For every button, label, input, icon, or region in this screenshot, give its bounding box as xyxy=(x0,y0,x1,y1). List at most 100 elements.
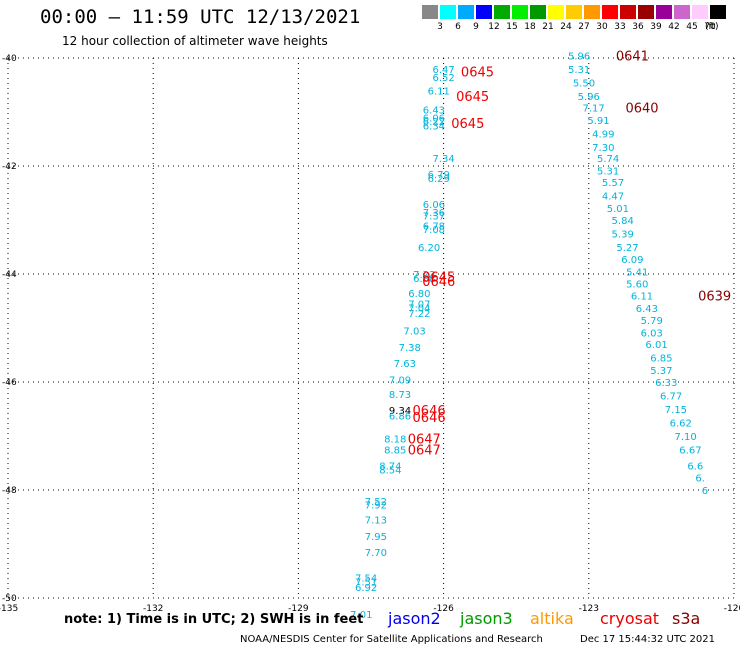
swh-value: 5.41 xyxy=(626,267,648,278)
scale-swatch xyxy=(602,5,618,19)
credit-text: NOAA/NESDIS Center for Satellite Applica… xyxy=(240,634,543,645)
swh-value: 6. xyxy=(695,474,705,485)
scale-swatch xyxy=(566,5,582,19)
time-label: 0645 xyxy=(451,117,484,132)
swh-value: 6.33 xyxy=(655,378,677,389)
satellite-s3a: s3a xyxy=(672,609,701,628)
swh-value: 7.38 xyxy=(399,343,421,354)
swh-value: 5.79 xyxy=(641,316,663,327)
timestamp-text: Dec 17 15:44:32 UTC 2021 xyxy=(580,634,715,645)
scale-swatch xyxy=(674,5,690,19)
swh-value: 7.04 xyxy=(408,303,430,314)
lon-tick-label: -129 xyxy=(288,604,309,614)
scale-label: 30 xyxy=(596,22,608,32)
swh-value: 7.01 xyxy=(350,610,372,621)
scale-swatch xyxy=(476,5,492,19)
scale-label: 3 xyxy=(437,22,443,32)
lat-tick-label: -44 xyxy=(2,270,17,280)
lat-tick-label: -42 xyxy=(2,162,17,172)
swh-value: 6.92 xyxy=(355,583,377,594)
lon-tick-label: -123 xyxy=(579,604,599,614)
scale-swatch xyxy=(530,5,546,19)
satellite-altika: altika xyxy=(530,609,574,628)
swh-value: 6.62 xyxy=(670,419,692,430)
scale-swatch xyxy=(656,5,672,19)
swh-value: 7.03 xyxy=(403,327,425,338)
lon-tick-label: -120 xyxy=(724,604,740,614)
swh-value: 5.37 xyxy=(650,366,672,377)
scale-label: 36 xyxy=(632,22,644,32)
scale-swatch xyxy=(638,5,654,19)
swh-value: 7.51 xyxy=(355,577,377,588)
scale-label: 21 xyxy=(542,22,554,32)
swh-value: 6.77 xyxy=(660,392,682,403)
swh-value: 5.96 xyxy=(578,92,600,103)
swh-value: 6.67 xyxy=(679,446,701,457)
scale-swatch xyxy=(458,5,474,19)
swh-value: 7.70 xyxy=(365,548,387,559)
scale-swatch xyxy=(512,5,528,19)
lat-tick-label: -40 xyxy=(2,54,17,64)
swh-value: 7.30 xyxy=(592,143,614,154)
swh-value: 6.01 xyxy=(645,340,667,351)
scale-swatch xyxy=(422,5,438,19)
lat-tick-label: -46 xyxy=(2,378,17,388)
swh-value: 7.37 xyxy=(423,212,445,223)
swh-value: 7.36 xyxy=(423,208,445,219)
page-title: 00:00 – 11:59 UTC 12/13/2021 xyxy=(40,6,361,28)
scale-label: 15 xyxy=(506,22,518,32)
swh-value: 6.80 xyxy=(408,289,430,300)
swh-value: 7.95 xyxy=(365,532,387,543)
swh-value: 6.43 xyxy=(423,105,445,116)
swh-value: 5.39 xyxy=(612,230,634,241)
lat-tick-label: -48 xyxy=(2,486,17,496)
swh-value: 5.57 xyxy=(602,178,624,189)
time-label: 0647 xyxy=(408,433,441,448)
swh-value: 7.10 xyxy=(674,432,696,443)
scale-unit: (ft) xyxy=(705,22,719,32)
lon-tick-label: -132 xyxy=(143,604,163,614)
swh-value: 7.92 xyxy=(365,501,387,512)
swh-value: 7.08 xyxy=(423,225,445,236)
swh-value: 5.27 xyxy=(616,243,638,254)
scale-label: 45 xyxy=(686,22,698,32)
swh-value: 4.99 xyxy=(592,130,614,141)
swh-value: 5.96 xyxy=(568,51,590,62)
swh-value: 6.20 xyxy=(418,243,440,254)
swh-value: 4.47 xyxy=(602,192,624,203)
swh-value: 6.09 xyxy=(621,255,643,266)
swh-value: 5.74 xyxy=(597,154,619,165)
swh-value: 7.34 xyxy=(432,154,454,165)
scale-label: 42 xyxy=(668,22,680,32)
lon-tick-label: -135 xyxy=(0,604,18,614)
swh-value: 6.06 xyxy=(423,113,445,124)
time-label: 0646 xyxy=(422,275,455,290)
swh-value: 5.84 xyxy=(612,216,634,227)
scale-label: 6 xyxy=(455,22,461,32)
scale-label: 12 xyxy=(488,22,500,32)
time-label: 0645 xyxy=(456,90,489,105)
swh-value: 8.85 xyxy=(384,446,406,457)
swh-value: 7.63 xyxy=(394,359,416,370)
time-label: 0639 xyxy=(698,290,731,305)
swh-value: 7.07 xyxy=(408,300,430,311)
scale-swatch xyxy=(548,5,564,19)
scale-label: 70 xyxy=(704,22,716,32)
scale-swatch xyxy=(620,5,636,19)
swh-value: 6.6 xyxy=(687,462,703,473)
satellite-jason2: jason2 xyxy=(388,609,441,628)
scale-label: 18 xyxy=(524,22,536,32)
swh-value: 6.78 xyxy=(423,221,445,232)
swh-value: 8.18 xyxy=(384,435,406,446)
swh-value: 6.85 xyxy=(650,354,672,365)
scale-label: 39 xyxy=(650,22,662,32)
footer-note: note: 1) Time is in UTC; 2) SWH is in fe… xyxy=(64,612,364,627)
swh-value: 6.47 xyxy=(432,65,454,76)
scale-swatch xyxy=(494,5,510,19)
swh-value: 5.50 xyxy=(573,78,595,89)
lat-tick-label: -50 xyxy=(2,594,17,604)
swh-value: 6 xyxy=(702,486,708,497)
swh-value: 7.23 xyxy=(413,270,435,281)
satellite-cryosat: cryosat xyxy=(600,609,660,628)
